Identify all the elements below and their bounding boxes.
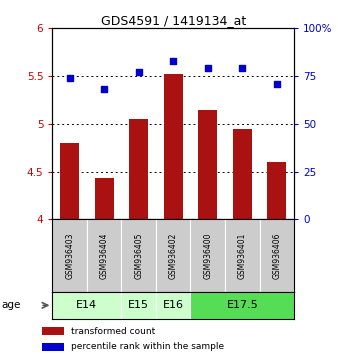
Text: transformed count: transformed count (71, 326, 155, 336)
Bar (87, 219, 121, 292)
Text: percentile rank within the sample: percentile rank within the sample (71, 342, 224, 352)
Point (67, 75, 72, 81)
Bar (52, 219, 87, 292)
Bar (156, 292, 191, 319)
Text: E16: E16 (163, 300, 184, 310)
Bar (267, 162, 286, 219)
Bar (129, 119, 148, 219)
Bar (121, 292, 156, 319)
Bar (60, 143, 79, 219)
Bar (95, 178, 114, 219)
Point (205, 65, 211, 71)
Bar (121, 219, 156, 292)
Text: GSM936400: GSM936400 (203, 233, 212, 279)
Text: GSM936403: GSM936403 (65, 233, 74, 279)
Point (101, 87, 107, 92)
Text: GSM936406: GSM936406 (272, 233, 281, 279)
Bar (156, 219, 191, 292)
Point (240, 65, 245, 71)
Bar (260, 219, 294, 292)
Bar (225, 219, 260, 292)
Text: age: age (2, 300, 21, 310)
Text: E15: E15 (128, 300, 149, 310)
Bar (198, 109, 217, 219)
Bar (191, 292, 294, 319)
Bar (191, 219, 225, 292)
Bar (42, 343, 64, 351)
Bar (42, 327, 64, 335)
Text: E14: E14 (76, 300, 97, 310)
Point (136, 69, 141, 75)
Point (274, 81, 280, 87)
Bar (233, 129, 252, 219)
Point (171, 58, 176, 64)
Text: GSM936401: GSM936401 (238, 233, 247, 279)
Title: GDS4591 / 1419134_at: GDS4591 / 1419134_at (101, 14, 246, 27)
Bar (52, 292, 121, 319)
Text: GSM936405: GSM936405 (134, 233, 143, 279)
Text: E17.5: E17.5 (226, 300, 258, 310)
Text: GSM936402: GSM936402 (169, 233, 178, 279)
Bar (164, 74, 183, 219)
Text: GSM936404: GSM936404 (100, 233, 109, 279)
